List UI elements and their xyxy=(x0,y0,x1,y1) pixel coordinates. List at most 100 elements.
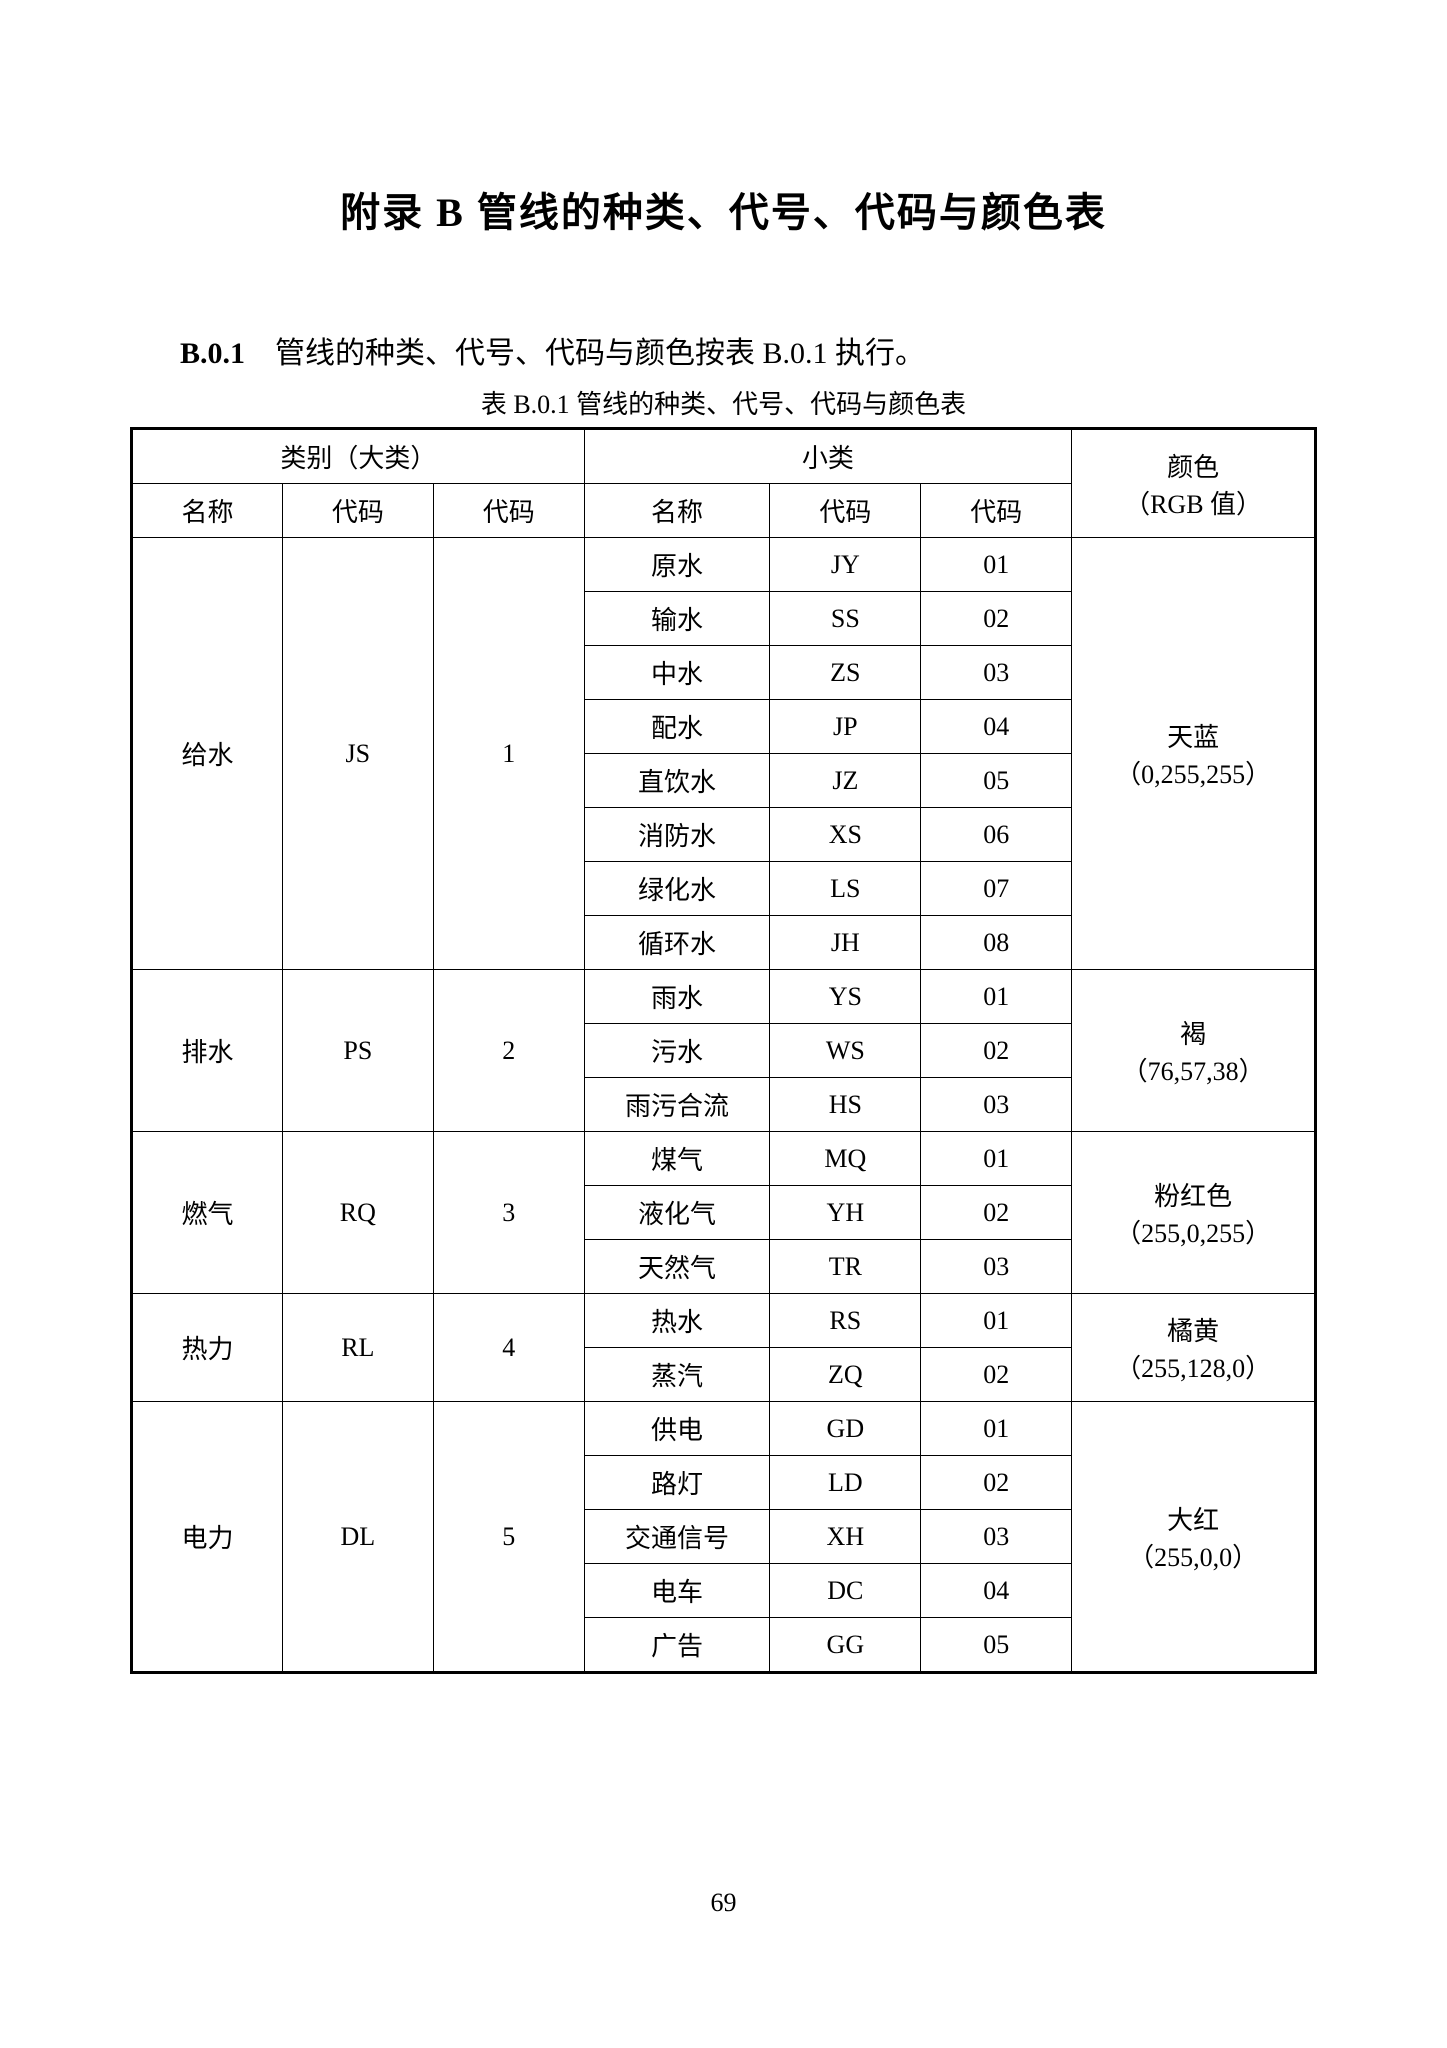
sub-name-cell: 输水 xyxy=(584,592,770,646)
major-symbol-cell: JS xyxy=(282,538,433,970)
sub-code-cell: 03 xyxy=(921,1510,1072,1564)
pipeline-table: 类别（大类） 小类 颜色 （RGB 值） 名称 代码 代码 名称 代码 代码 给… xyxy=(130,427,1317,1674)
sub-name-cell: 供电 xyxy=(584,1402,770,1456)
header-minor-code: 代码 xyxy=(921,484,1072,538)
color-name: 天蓝 xyxy=(1076,717,1310,754)
table-row: 燃气RQ3煤气MQ01粉红色（255,0,255） xyxy=(132,1132,1316,1186)
header-major-code: 代码 xyxy=(433,484,584,538)
color-name: 橘黄 xyxy=(1076,1311,1310,1348)
sub-name-cell: 污水 xyxy=(584,1024,770,1078)
major-code-cell: 1 xyxy=(433,538,584,970)
sub-symbol-cell: LD xyxy=(770,1456,921,1510)
sub-code-cell: 01 xyxy=(921,970,1072,1024)
sub-name-cell: 中水 xyxy=(584,646,770,700)
major-name-cell: 排水 xyxy=(132,970,283,1132)
sub-code-cell: 01 xyxy=(921,1132,1072,1186)
header-color: 颜色 （RGB 值） xyxy=(1072,429,1316,538)
section-text: 管线的种类、代号、代码与颜色按表 B.0.1 执行。 xyxy=(275,337,925,370)
sub-code-cell: 03 xyxy=(921,1078,1072,1132)
color-cell: 粉红色（255,0,255） xyxy=(1072,1132,1316,1294)
sub-code-cell: 01 xyxy=(921,1294,1072,1348)
major-name-cell: 燃气 xyxy=(132,1132,283,1294)
sub-name-cell: 配水 xyxy=(584,700,770,754)
sub-symbol-cell: HS xyxy=(770,1078,921,1132)
color-cell: 天蓝（0,255,255） xyxy=(1072,538,1316,970)
section-label: B.0.1 xyxy=(180,337,245,370)
sub-name-cell: 雨水 xyxy=(584,970,770,1024)
sub-symbol-cell: TR xyxy=(770,1240,921,1294)
color-rgb: （76,57,38） xyxy=(1076,1051,1310,1088)
sub-symbol-cell: GG xyxy=(770,1618,921,1673)
color-rgb: （0,255,255） xyxy=(1076,754,1310,791)
sub-code-cell: 02 xyxy=(921,1186,1072,1240)
sub-code-cell: 04 xyxy=(921,700,1072,754)
color-name: 褐 xyxy=(1076,1014,1310,1051)
sub-symbol-cell: XH xyxy=(770,1510,921,1564)
table-row: 给水JS1原水JY01天蓝（0,255,255） xyxy=(132,538,1316,592)
sub-symbol-cell: JH xyxy=(770,916,921,970)
sub-code-cell: 02 xyxy=(921,592,1072,646)
sub-name-cell: 广告 xyxy=(584,1618,770,1673)
sub-symbol-cell: ZQ xyxy=(770,1348,921,1402)
table-row: 热力RL4热水RS01橘黄（255,128,0） xyxy=(132,1294,1316,1348)
sub-code-cell: 07 xyxy=(921,862,1072,916)
sub-symbol-cell: GD xyxy=(770,1402,921,1456)
major-symbol-cell: PS xyxy=(282,970,433,1132)
sub-code-cell: 05 xyxy=(921,754,1072,808)
color-cell: 褐（76,57,38） xyxy=(1072,970,1316,1132)
sub-code-cell: 02 xyxy=(921,1348,1072,1402)
major-code-cell: 5 xyxy=(433,1402,584,1673)
header-minor-symbol: 代码 xyxy=(770,484,921,538)
color-name: 粉红色 xyxy=(1076,1176,1310,1213)
sub-name-cell: 循环水 xyxy=(584,916,770,970)
table-caption: 表 B.0.1 管线的种类、代号、代码与颜色表 xyxy=(130,384,1317,421)
header-row-1: 类别（大类） 小类 颜色 （RGB 值） xyxy=(132,429,1316,484)
sub-symbol-cell: WS xyxy=(770,1024,921,1078)
sub-name-cell: 热水 xyxy=(584,1294,770,1348)
sub-name-cell: 直饮水 xyxy=(584,754,770,808)
header-color-l1: 颜色 xyxy=(1076,447,1310,484)
sub-name-cell: 原水 xyxy=(584,538,770,592)
sub-name-cell: 绿化水 xyxy=(584,862,770,916)
table-row: 排水PS2雨水YS01褐（76,57,38） xyxy=(132,970,1316,1024)
section-intro: B.0.1 管线的种类、代号、代码与颜色按表 B.0.1 执行。 xyxy=(130,328,1317,372)
sub-name-cell: 消防水 xyxy=(584,808,770,862)
sub-symbol-cell: YH xyxy=(770,1186,921,1240)
page-title: 附录 B 管线的种类、代号、代码与颜色表 xyxy=(130,180,1317,238)
major-name-cell: 电力 xyxy=(132,1402,283,1673)
sub-code-cell: 05 xyxy=(921,1618,1072,1673)
sub-code-cell: 04 xyxy=(921,1564,1072,1618)
sub-code-cell: 02 xyxy=(921,1456,1072,1510)
sub-name-cell: 液化气 xyxy=(584,1186,770,1240)
sub-name-cell: 天然气 xyxy=(584,1240,770,1294)
sub-name-cell: 交通信号 xyxy=(584,1510,770,1564)
header-color-l2: （RGB 值） xyxy=(1076,484,1310,521)
color-cell: 橘黄（255,128,0） xyxy=(1072,1294,1316,1402)
major-symbol-cell: RL xyxy=(282,1294,433,1402)
sub-code-cell: 03 xyxy=(921,1240,1072,1294)
header-minor-name: 名称 xyxy=(584,484,770,538)
page-number: 69 xyxy=(0,1888,1447,1918)
major-name-cell: 热力 xyxy=(132,1294,283,1402)
sub-name-cell: 雨污合流 xyxy=(584,1078,770,1132)
sub-symbol-cell: SS xyxy=(770,592,921,646)
sub-name-cell: 电车 xyxy=(584,1564,770,1618)
major-code-cell: 3 xyxy=(433,1132,584,1294)
sub-code-cell: 02 xyxy=(921,1024,1072,1078)
major-symbol-cell: DL xyxy=(282,1402,433,1673)
sub-code-cell: 01 xyxy=(921,538,1072,592)
header-minor-group: 小类 xyxy=(584,429,1072,484)
sub-code-cell: 01 xyxy=(921,1402,1072,1456)
sub-symbol-cell: RS xyxy=(770,1294,921,1348)
color-rgb: （255,128,0） xyxy=(1076,1348,1310,1385)
header-major-symbol: 代码 xyxy=(282,484,433,538)
color-name: 大红 xyxy=(1076,1500,1310,1537)
sub-symbol-cell: LS xyxy=(770,862,921,916)
table-row: 电力DL5供电GD01大红（255,0,0） xyxy=(132,1402,1316,1456)
header-major-name: 名称 xyxy=(132,484,283,538)
color-cell: 大红（255,0,0） xyxy=(1072,1402,1316,1673)
sub-symbol-cell: JP xyxy=(770,700,921,754)
sub-code-cell: 03 xyxy=(921,646,1072,700)
sub-name-cell: 蒸汽 xyxy=(584,1348,770,1402)
major-code-cell: 2 xyxy=(433,970,584,1132)
